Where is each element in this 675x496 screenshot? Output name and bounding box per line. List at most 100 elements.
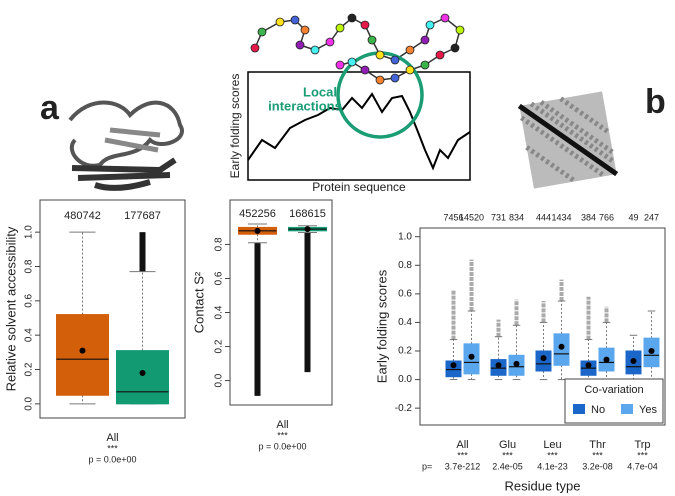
residue-bead	[435, 50, 445, 60]
x-tick-label: Glu	[499, 439, 516, 451]
residue-bead	[440, 13, 450, 23]
plot-frame	[229, 199, 333, 406]
residue-bead	[390, 55, 400, 65]
residue-bead	[375, 50, 385, 60]
legend-title: Co-variation	[584, 384, 643, 396]
y-tick-label: 0.6	[214, 271, 225, 285]
legend-swatch	[621, 404, 633, 414]
y-tick-label: -0.2	[395, 403, 413, 414]
mean	[585, 362, 592, 369]
box	[445, 360, 462, 378]
schematic-line	[247, 92, 471, 171]
significance: ***	[547, 450, 558, 460]
y-tick-label: 0.6	[398, 288, 412, 299]
mean	[139, 369, 146, 376]
residue-bead	[325, 37, 335, 47]
residue-bead	[375, 75, 385, 85]
y-axis-label: Relative solvent accessibility	[3, 226, 18, 391]
count-label: 247	[644, 212, 659, 222]
legend-label: Yes	[639, 404, 657, 416]
p-value: 4.7e-04	[627, 461, 658, 471]
p-value: 4.1e-23	[537, 461, 568, 471]
schematic-frame	[247, 71, 471, 181]
axis-label: Protein sequence	[312, 180, 406, 194]
plot-frame	[39, 199, 186, 419]
y-tick-label: 1.0	[398, 231, 412, 242]
panel-label: b	[645, 83, 666, 121]
y-tick-label: 1.0	[24, 225, 35, 239]
significance: ***	[277, 430, 288, 440]
mean	[603, 356, 610, 363]
x-tick-label: All	[106, 432, 118, 444]
y-tick-label: 0.0	[214, 373, 225, 387]
mean	[630, 358, 637, 364]
p-value: 3.2e-08	[582, 461, 613, 471]
mean	[558, 343, 565, 350]
y-tick-label: 0.8	[214, 237, 225, 251]
count-label: 1434	[551, 212, 571, 222]
residue-bead	[347, 13, 357, 23]
axis-label: Early folding scores	[228, 74, 242, 179]
ribbon	[68, 100, 184, 168]
residue-bead	[450, 43, 460, 53]
panel-label: a	[40, 89, 60, 127]
mean	[513, 360, 520, 367]
residue-bead	[300, 25, 310, 35]
residue-bead	[257, 27, 267, 37]
mean	[468, 353, 475, 360]
p-value: 2.4e-05	[492, 461, 523, 471]
ribbon	[71, 157, 177, 191]
residue-bead	[295, 40, 305, 50]
residue-bead	[290, 15, 300, 25]
p-value: p = 0.0e+00	[88, 454, 136, 464]
residue-bead	[347, 57, 357, 67]
count-label: 731	[491, 212, 506, 222]
mean	[495, 362, 502, 369]
x-tick-label: Trp	[634, 439, 650, 451]
y-tick-label: 0.4	[214, 305, 225, 319]
count-label: 177687	[124, 210, 161, 222]
x-tick-label: Thr	[589, 439, 606, 451]
significance: ***	[107, 443, 118, 453]
count-label: 384	[581, 212, 596, 222]
y-axis-label: Contact S²	[191, 271, 206, 333]
residue-bead	[310, 45, 320, 55]
protein-structure	[68, 100, 184, 191]
schematic: Local interactions Early folding scores …	[228, 17, 471, 194]
residue-bead	[360, 20, 370, 30]
residue-bead	[367, 35, 377, 45]
mean	[648, 348, 655, 354]
count-label: 480742	[64, 210, 101, 222]
count-label: 834	[509, 212, 524, 222]
count-label: 49	[628, 212, 638, 222]
legend-box	[564, 378, 664, 424]
annotation: interactions	[268, 98, 342, 113]
plot-frame	[419, 227, 666, 426]
count-label: 452256	[239, 208, 276, 220]
box	[56, 314, 109, 396]
significance: ***	[592, 450, 603, 460]
annotation: Local	[303, 84, 337, 99]
residue-bead	[390, 73, 400, 83]
contact-map	[517, 91, 619, 189]
significance: ***	[637, 450, 648, 460]
mean	[540, 355, 547, 362]
residue-bead	[360, 65, 370, 75]
count-label: 7456	[443, 212, 463, 222]
count-label: 444	[536, 212, 551, 222]
x-tick-label: All	[456, 439, 468, 451]
p-label: p=	[422, 461, 432, 471]
residue-bead	[405, 45, 415, 55]
residue-chain	[254, 17, 461, 81]
p-value: 3.7e-212	[445, 461, 481, 471]
residue-bead	[420, 60, 430, 70]
x-axis-label: Residue type	[505, 478, 581, 493]
residue-bead	[250, 43, 260, 53]
count-label: 766	[599, 212, 614, 222]
y-tick-label: 0.0	[24, 396, 35, 410]
significance: ***	[502, 450, 513, 460]
p-value: p = 0.0e+00	[258, 441, 306, 451]
y-tick-label: 0.8	[398, 260, 412, 271]
y-tick-label: 0.6	[24, 293, 35, 307]
